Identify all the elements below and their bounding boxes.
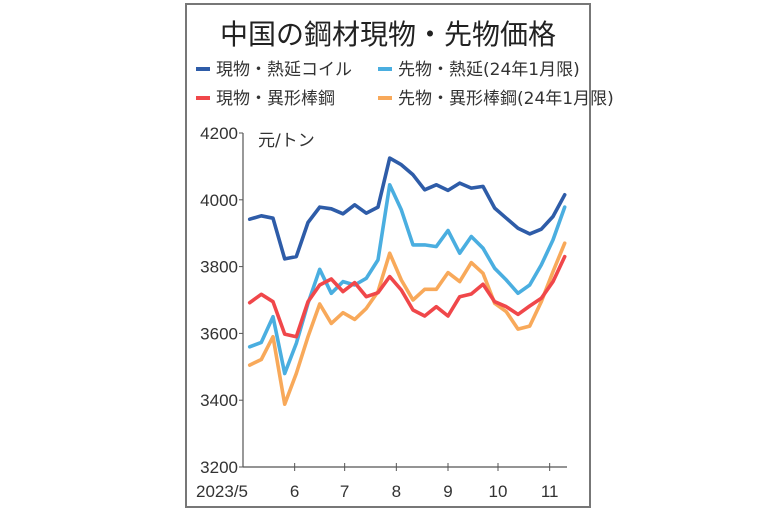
y-tick-label: 3200 (200, 458, 238, 477)
x-tick-label: 10 (489, 482, 508, 501)
legend-label: 現物・異形棒鋼 (216, 89, 335, 109)
y-tick-label: 3600 (200, 324, 238, 343)
legend: 現物・熱延コイル 先物・熱延(24年1月限) 現物・異形棒鋼 先物・異形棒鋼(24年1… (196, 60, 614, 109)
series-line-2 (247, 254, 567, 339)
x-tick-label: 7 (340, 482, 349, 501)
axes: 4200 4000 3800 3600 3400 3200 2023/5 6 7 8 9 10 11 (196, 124, 567, 501)
legend-label: 先物・熱延(24年1月限) (398, 60, 580, 80)
y-tick-label: 4000 (200, 191, 238, 210)
x-tick-label: 9 (443, 482, 452, 501)
series-lines (247, 156, 567, 407)
chart-title: 中国の鋼材現物・先物価格 (220, 18, 556, 51)
legend-label: 現物・熱延コイル (216, 60, 352, 80)
x-tick-label: 11 (541, 482, 559, 501)
x-tick-label: 2023/5 (196, 482, 248, 501)
x-tick-label: 6 (290, 482, 299, 501)
y-tick-label: 3400 (200, 391, 238, 410)
series-line-0 (247, 156, 567, 261)
x-tick-label: 8 (392, 482, 401, 501)
series-line-3 (247, 241, 567, 407)
legend-label: 先物・異形棒鋼(24年1月限) (398, 89, 614, 109)
y-tick-label: 4200 (200, 124, 238, 143)
y-tick-label: 3800 (200, 258, 238, 277)
y-axis-label: 元/トン (258, 131, 315, 151)
